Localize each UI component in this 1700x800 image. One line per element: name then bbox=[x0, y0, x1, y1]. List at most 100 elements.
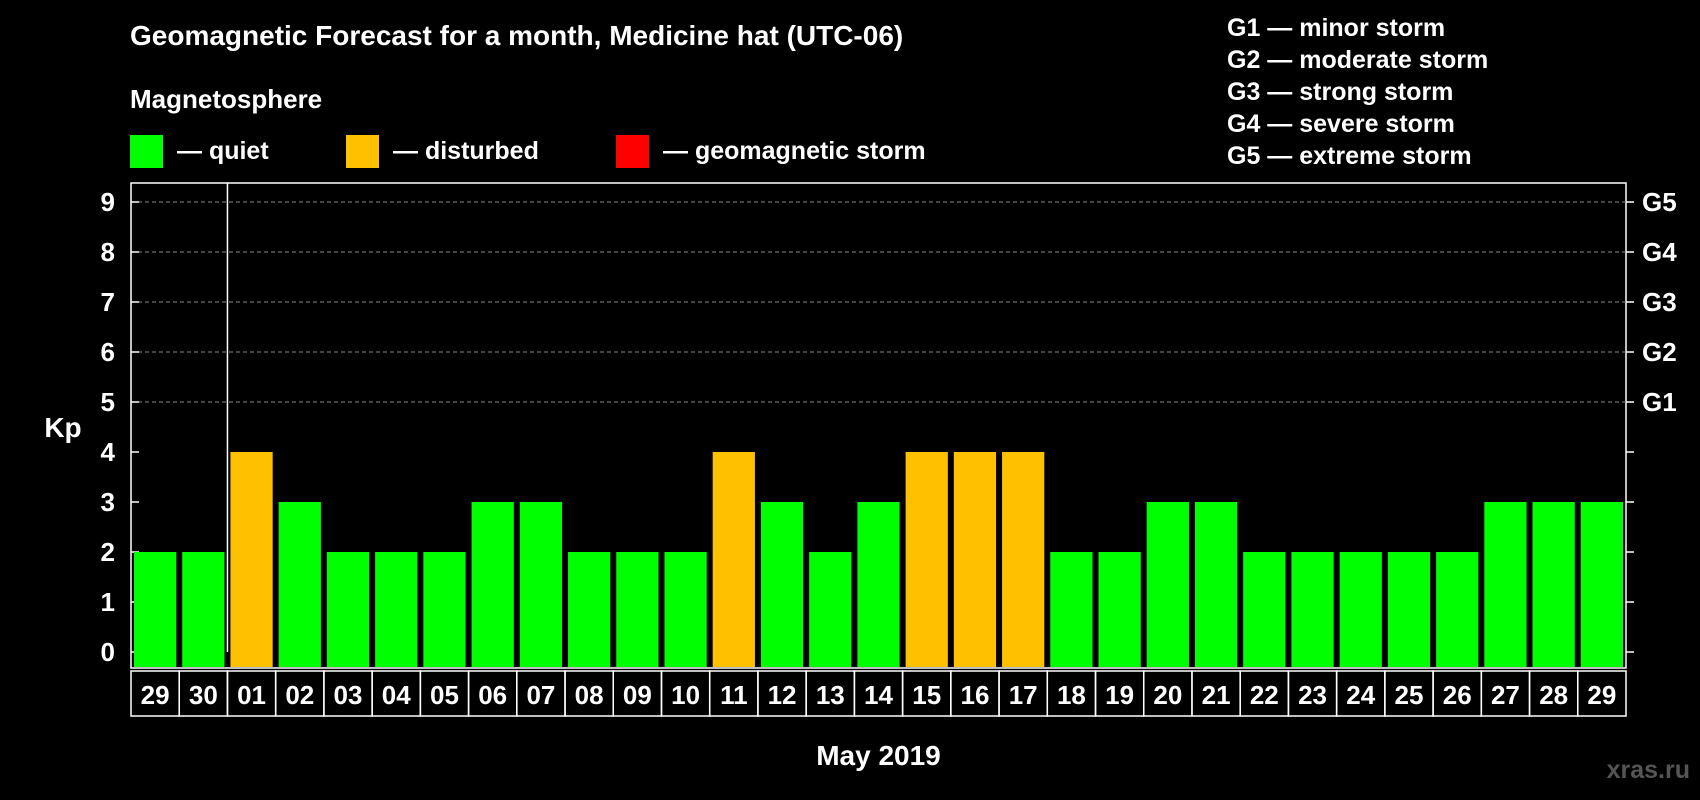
storm-scale-g1: G1 — minor storm bbox=[1227, 14, 1446, 42]
y-tick-label: 5 bbox=[101, 387, 115, 417]
x-tick-label: 09 bbox=[623, 680, 652, 710]
storm-level-label: G4 bbox=[1642, 237, 1677, 267]
x-tick-label: 19 bbox=[1105, 680, 1134, 710]
y-tick-label: 7 bbox=[101, 287, 115, 317]
y-tick-label: 3 bbox=[101, 487, 115, 517]
legend-label-disturbed: — disturbed bbox=[393, 136, 539, 165]
x-tick-label: 21 bbox=[1202, 680, 1231, 710]
kp-bar bbox=[471, 502, 514, 667]
x-tick-label: 29 bbox=[141, 680, 170, 710]
x-tick-label: 28 bbox=[1539, 680, 1568, 710]
x-tick-label: 03 bbox=[334, 680, 363, 710]
x-tick-label: 20 bbox=[1153, 680, 1182, 710]
x-tick-label: 23 bbox=[1298, 680, 1327, 710]
kp-bar bbox=[1291, 552, 1334, 667]
kp-bar bbox=[1580, 502, 1623, 667]
x-tick-box bbox=[1577, 670, 1627, 717]
storm-scale-g3: G3 — strong storm bbox=[1227, 78, 1454, 106]
x-tick-label: 30 bbox=[189, 680, 218, 710]
x-tick-label: 26 bbox=[1443, 680, 1472, 710]
kp-bar bbox=[230, 452, 273, 667]
kp-bar bbox=[1436, 552, 1479, 667]
x-tick-label: 12 bbox=[768, 680, 797, 710]
kp-bar bbox=[1387, 552, 1431, 667]
kp-bar bbox=[616, 552, 659, 667]
legend-swatch-disturbed bbox=[346, 134, 379, 168]
chart-title: Geomagnetic Forecast for a month, Medici… bbox=[130, 20, 904, 51]
x-tick-label: 06 bbox=[478, 680, 507, 710]
x-tick-label: 02 bbox=[285, 680, 314, 710]
legend-item-storm: — geomagnetic storm bbox=[616, 134, 926, 168]
x-tick-label: 17 bbox=[1009, 680, 1038, 710]
x-tick-label: 13 bbox=[816, 680, 845, 710]
storm-level-label: G2 bbox=[1642, 337, 1677, 367]
y-axis-label: Kp bbox=[44, 412, 81, 443]
x-tick-label: 15 bbox=[912, 680, 941, 710]
x-tick-label: 07 bbox=[526, 680, 555, 710]
kp-bar bbox=[760, 502, 804, 667]
x-tick-label: 24 bbox=[1346, 680, 1375, 710]
legend-item-disturbed: — disturbed bbox=[346, 134, 539, 168]
kp-bar bbox=[712, 452, 755, 667]
kp-bar bbox=[134, 552, 177, 667]
kp-bar bbox=[1050, 552, 1093, 667]
kp-bar bbox=[905, 452, 948, 667]
legend-item-quiet: — quiet bbox=[130, 134, 269, 168]
chart-subtitle: Magnetosphere bbox=[130, 84, 323, 114]
kp-bar bbox=[1484, 502, 1527, 667]
kp-bar bbox=[1339, 552, 1382, 667]
kp-bar bbox=[953, 452, 997, 667]
x-tick-label: 16 bbox=[960, 680, 989, 710]
y-tick-label: 9 bbox=[101, 187, 115, 217]
kp-bar bbox=[1194, 502, 1238, 667]
kp-bar bbox=[182, 552, 225, 667]
kp-bar bbox=[423, 552, 466, 667]
kp-bar bbox=[1002, 452, 1045, 667]
y-tick-label: 0 bbox=[101, 637, 115, 667]
y-tick-label: 4 bbox=[101, 437, 116, 467]
x-tick-label: 08 bbox=[575, 680, 604, 710]
kp-bar bbox=[1146, 502, 1189, 667]
x-axis-label: May 2019 bbox=[816, 740, 941, 771]
y-tick-label: 2 bbox=[101, 537, 115, 567]
x-tick-label: 22 bbox=[1250, 680, 1279, 710]
kp-bar bbox=[519, 502, 563, 667]
storm-level-label: G3 bbox=[1642, 287, 1677, 317]
kp-bar bbox=[809, 552, 852, 667]
kp-bar bbox=[1098, 552, 1141, 667]
storm-scale-g4: G4 — severe storm bbox=[1227, 110, 1455, 138]
plot-frame bbox=[130, 182, 1627, 669]
x-tick-label: 14 bbox=[864, 680, 893, 710]
x-tick-label: 04 bbox=[382, 680, 411, 710]
x-tick-label: 01 bbox=[237, 680, 266, 710]
x-tick-label: 10 bbox=[671, 680, 700, 710]
kp-bar bbox=[857, 502, 900, 667]
kp-bar bbox=[326, 552, 370, 667]
kp-bar bbox=[375, 552, 418, 667]
legend-swatch-storm bbox=[616, 134, 649, 168]
y-tick-label: 1 bbox=[101, 587, 115, 617]
legend-label-quiet: — quiet bbox=[177, 136, 269, 165]
storm-level-label: G5 bbox=[1642, 187, 1677, 217]
x-tick-label: 25 bbox=[1395, 680, 1424, 710]
storm-scale-g5: G5 — extreme storm bbox=[1227, 142, 1472, 170]
x-tick-label: 27 bbox=[1491, 680, 1520, 710]
x-tick-label: 05 bbox=[430, 680, 459, 710]
y-tick-label: 6 bbox=[101, 337, 115, 367]
watermark: xras.ru bbox=[1606, 756, 1690, 784]
kp-bar bbox=[568, 552, 611, 667]
x-tick-label: 18 bbox=[1057, 680, 1086, 710]
kp-bar bbox=[664, 552, 707, 667]
storm-level-label: G1 bbox=[1642, 387, 1677, 417]
storm-scale-legend: G1 — minor storm G2 — moderate storm G3 … bbox=[1227, 12, 1488, 172]
storm-scale-g2: G2 — moderate storm bbox=[1227, 46, 1489, 74]
kp-bar bbox=[278, 502, 321, 667]
x-tick-label: 11 bbox=[720, 680, 748, 710]
kp-bar bbox=[1243, 552, 1286, 667]
x-tick-label: 29 bbox=[1587, 680, 1616, 710]
legend-label-storm: — geomagnetic storm bbox=[663, 136, 926, 165]
y-tick-label: 8 bbox=[101, 237, 115, 267]
kp-bar bbox=[1532, 502, 1575, 667]
legend-swatch-quiet bbox=[130, 134, 163, 168]
